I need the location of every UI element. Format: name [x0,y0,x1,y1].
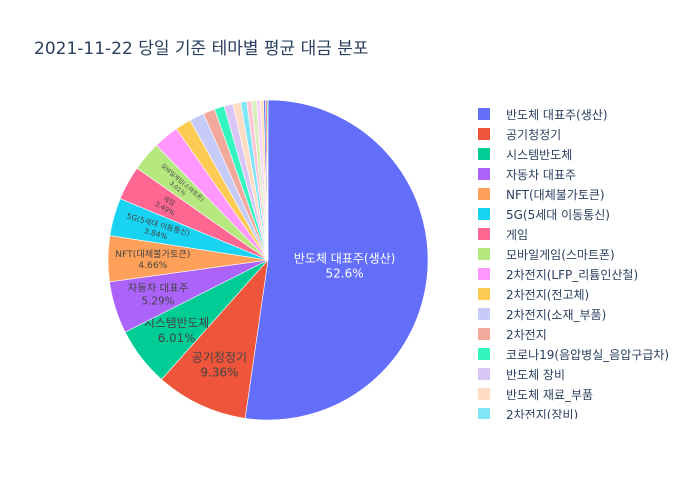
legend-label: 반도체 장비 [506,367,566,382]
slice-percent: 4.66% [138,260,167,271]
legend-item[interactable]: 반도체 장비 [478,364,565,384]
slice-label: 반도체 대표주(생산) [294,251,396,265]
legend-swatch [478,268,490,280]
legend-item[interactable]: 반도체 대표주(생산) [478,104,608,124]
legend-label: 모바일게임(스마트폰) [506,247,615,262]
legend-label: 5G(5세대 이동통신) [506,207,610,222]
pie-slice[interactable] [266,99,269,261]
legend-label: 2차전지(소재_부품) [506,307,607,322]
slice-label-group: 반도체 대표주(생산)52.6% [294,251,396,280]
slice-percent: 6.01% [158,331,196,345]
legend-swatch [478,348,490,360]
legend-swatch [478,228,490,240]
legend-item[interactable]: NFT(대체불가토큰) [478,184,605,204]
legend-label: 게임 [506,227,529,242]
legend-swatch [478,108,490,120]
legend-label: 2차전지(LFP_리튬인산철) [506,267,639,282]
slice-label-group: NFT(대체불가토큰)4.66% [115,249,190,271]
legend-label: 2차전지 [506,327,547,342]
legend-item[interactable]: 모바일게임(스마트폰) [478,244,615,264]
legend-item[interactable]: 2차전지(장비) [478,404,578,419]
legend-swatch [478,148,490,160]
legend-item[interactable]: 2차전지 [478,324,547,344]
legend-item[interactable]: 2차전지(소재_부품) [478,304,606,324]
legend-swatch [478,188,490,200]
legend-item[interactable]: 2차전지(LFP_리튬인산철) [478,264,638,284]
slice-label: 공기청정기 [192,350,247,364]
pie-slice[interactable] [244,99,429,421]
pie-slice[interactable] [161,259,269,419]
legend-item[interactable]: 코로나19(음압병실_음압구급차) [478,344,669,364]
legend-swatch [478,208,490,220]
legend-label: 공기청정기 [506,127,562,142]
slice-percent: 9.36% [200,365,238,379]
legend-label: 2차전지(전고체) [506,287,590,302]
legend-item[interactable]: 시스템반도체 [478,144,572,164]
chart-title: 2021-11-22 당일 기준 테마별 평균 대금 분포 [34,39,369,59]
legend-item[interactable]: 게임 [478,224,528,244]
legend-swatch [478,368,490,380]
legend-swatch [478,388,490,400]
legend-swatch [478,168,490,180]
slice-label: 시스템반도체 [144,316,209,330]
legend-item[interactable]: 자동차 대표주 [478,164,576,184]
slice-label: 자동차 대표주 [128,283,189,295]
legend-item[interactable]: 2차전지(전고체) [478,284,589,304]
slice-percent: 5.29% [141,296,174,308]
legend-swatch [478,328,490,340]
legend-label: 반도체 대표주(생산) [506,107,608,122]
legend-label: 코로나19(음압병실_음압구급차) [506,347,670,362]
legend-item[interactable]: 공기청정기 [478,124,561,144]
legend-item[interactable]: 5G(5세대 이동통신) [478,204,610,224]
slice-percent: 52.6% [326,266,364,280]
legend-label: 반도체 재료_부품 [506,387,594,402]
slice-label: NFT(대체불가토큰) [115,249,190,260]
legend-label: NFT(대체불가토큰) [506,187,605,202]
legend-swatch [478,408,490,419]
legend-swatch [478,248,490,260]
legend-label: 2차전지(장비) [506,407,579,420]
legend-swatch [478,308,490,320]
legend-swatch [478,128,490,140]
legend-item[interactable]: 반도체 재료_부품 [478,384,593,404]
legend-label: 시스템반도체 [506,147,573,162]
legend-label: 자동차 대표주 [506,167,577,182]
legend-swatch [478,288,490,300]
